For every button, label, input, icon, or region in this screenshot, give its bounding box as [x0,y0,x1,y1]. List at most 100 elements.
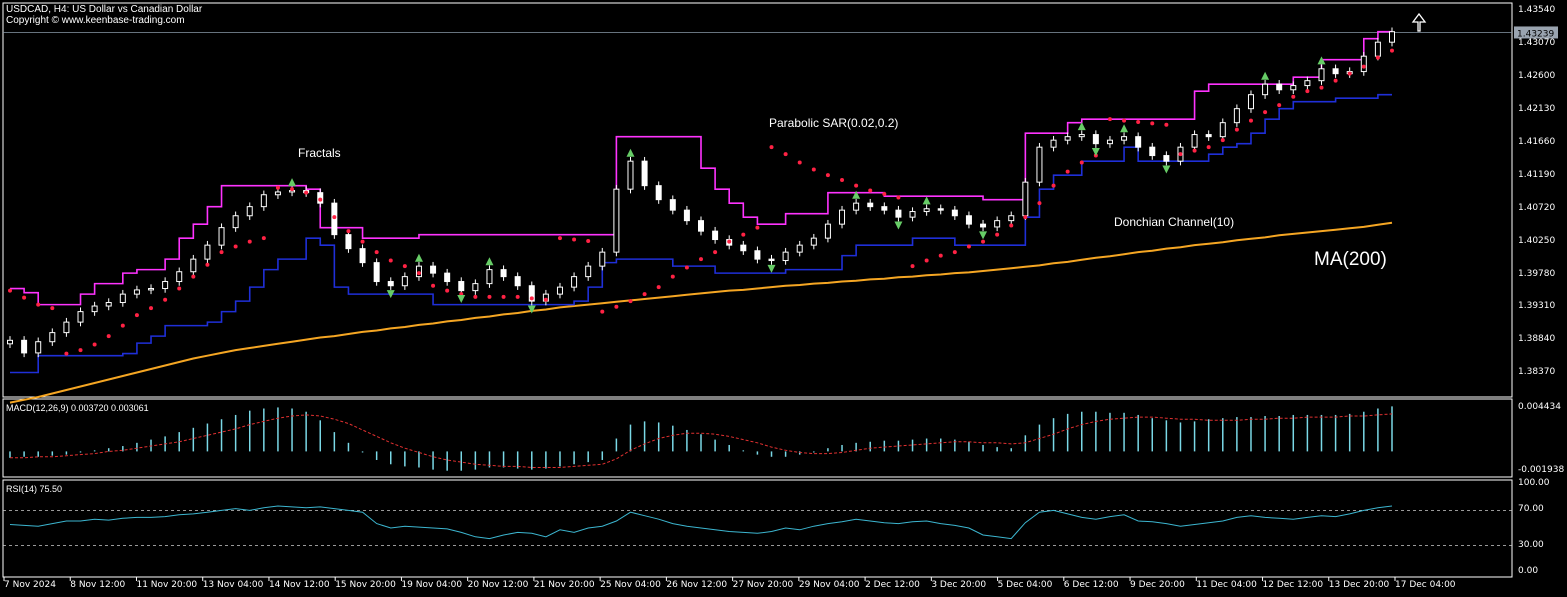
rsi-line [9,505,1393,540]
candle-down [1092,134,1099,145]
time-tick-label: 12 Dec 12:00 [1262,580,1324,590]
sar-dot [416,271,421,276]
candle-up [1078,134,1085,138]
candle-down [683,209,690,222]
sar-dot [64,351,69,356]
sar-dot [981,239,986,244]
sar-dot [134,313,139,318]
sar-dot [92,342,97,347]
sar-dot [727,239,732,244]
candle-up [246,206,253,217]
candle-down [951,209,958,217]
candle-up [1121,136,1128,141]
sar-dot [50,306,55,311]
sar-dot [149,306,154,311]
fractal-up-marker [852,190,861,199]
sar-dot [163,297,168,302]
candle-down [1205,134,1212,138]
candle-up [556,286,563,295]
candle-down [641,160,648,187]
sar-dot [332,215,337,220]
sar-dot [360,239,365,244]
macd-histogram-group [9,406,1393,471]
candle-up [176,271,183,283]
sar-dot [1375,55,1380,60]
candle-down [1149,146,1156,157]
sar-dot [769,145,774,150]
donchian-upper-line [10,30,1392,306]
sar-dot [78,348,83,353]
price-tick-label: 1.40250 [1518,235,1556,246]
sar-dot [1277,103,1282,108]
candle-up [1290,85,1297,91]
candle-up [133,289,140,295]
price-tick-label: 1.41190 [1518,169,1556,180]
candle-down [867,202,874,208]
candle-up [909,211,916,218]
sar-dot [755,225,760,230]
time-tick-label: 6 Dec 12:00 [1063,580,1119,590]
time-tick-label: 29 Nov 04:00 [798,580,860,590]
sar-dot [656,285,661,290]
candle-up [1318,68,1325,82]
sar-dot [1150,121,1155,126]
candle-down [754,250,761,260]
sar-dot [1122,118,1127,123]
price-tick-label: 1.41660 [1518,136,1556,147]
candle-down [881,206,888,211]
candle-up [923,208,930,213]
fractal-up-marker [1077,122,1086,131]
time-tick-label: 5 Dec 04:00 [997,580,1053,590]
price-tick-label: 1.40720 [1518,202,1556,213]
sar-dot [374,250,379,255]
candle-down [698,220,704,232]
candle-up [782,251,789,262]
candle-up [77,311,84,323]
candle-down [1135,136,1142,148]
sar-dot [684,265,689,270]
candle-up [1036,146,1043,183]
sar-dot [261,236,266,241]
candle-up [204,244,211,260]
sar-dot [854,183,859,188]
price-tick-label: 1.42600 [1518,71,1556,82]
price-tick-label: 1.43540 [1518,5,1556,16]
sar-group [8,48,1394,356]
candle-up [274,191,281,196]
sar-dot [840,178,845,183]
sar-dot [346,229,351,234]
candle-up [1247,94,1254,110]
candle-up [7,339,13,345]
sar-dot [910,264,915,269]
sar-dot [205,262,210,267]
price-tick-label: 1.38370 [1518,367,1556,378]
sar-dot [529,296,534,301]
candle-down [345,234,352,250]
sar-dot [1107,117,1112,122]
macd-panel-frame [2,398,1513,478]
sar-dot [304,190,309,195]
candle-up [1008,215,1015,222]
sar-dot [1037,201,1042,206]
time-tick-label: 17 Dec 04:00 [1395,580,1456,590]
candle-up [1050,139,1057,148]
candle-down [768,258,775,262]
sar-dot [1305,89,1310,94]
sar-dot [1361,64,1366,69]
price-tick-label: 1.39310 [1518,301,1556,312]
sar-dot [1220,138,1225,143]
time-tick-label: 11 Dec 04:00 [1196,580,1257,590]
sar-dot [995,232,1000,237]
candle-down [458,281,465,292]
candle-up [190,258,197,273]
time-tick-label: 2 Dec 12:00 [865,580,920,590]
candle-down [444,272,451,283]
candle-up [1233,108,1240,124]
candle-up [1389,31,1395,43]
sar-dot [628,299,633,304]
candle-down [387,281,394,287]
time-tick-label: 21 Nov 20:00 [533,580,595,590]
candle-up [853,202,860,211]
sar-dot [896,195,901,200]
